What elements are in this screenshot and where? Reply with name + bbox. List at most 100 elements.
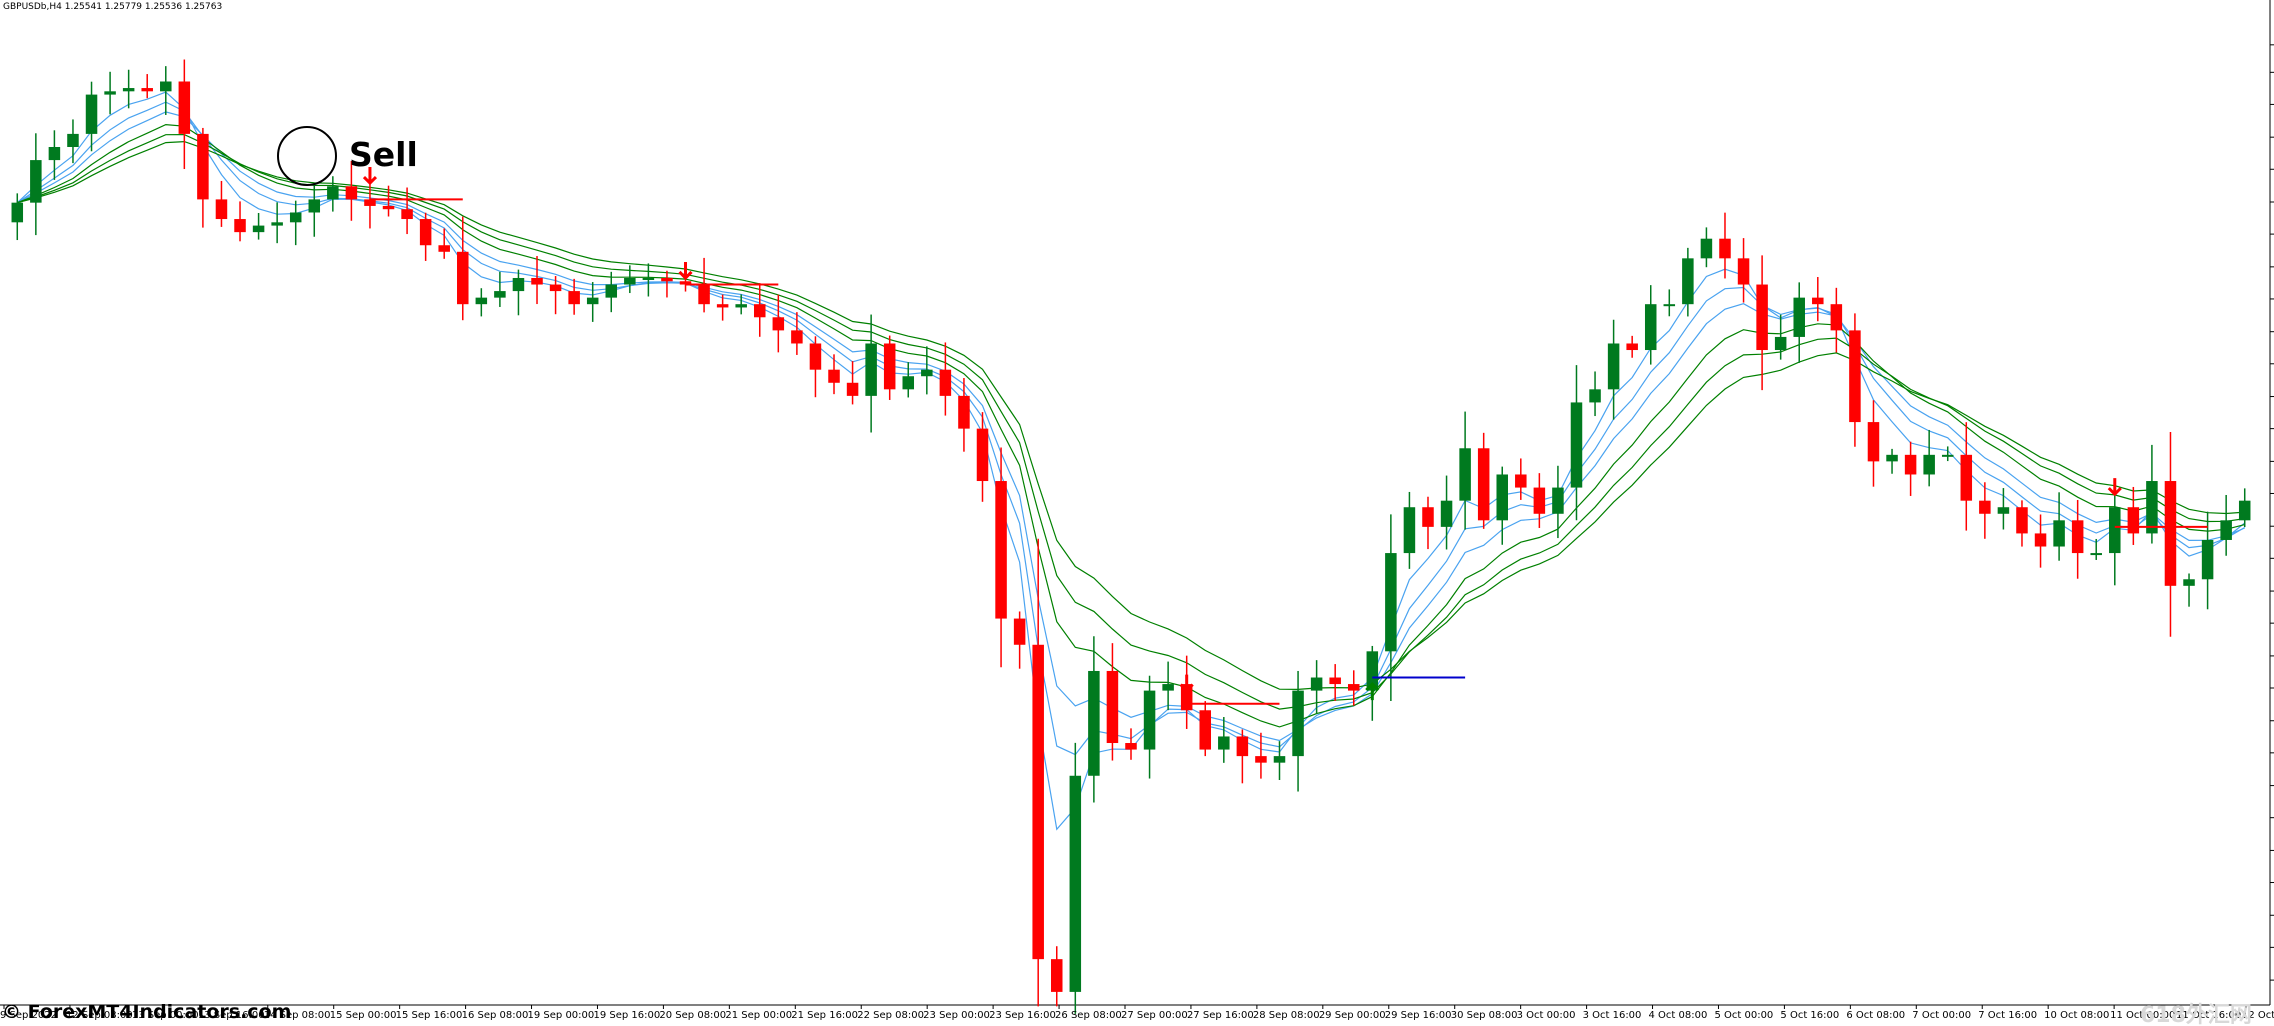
candle-bear [1626,343,1638,351]
candle-bear [661,277,673,282]
x-tick-label: 12 Sep 08:00 [66,1010,133,1021]
x-tick-label: 11 Oct 16:00 [2176,1010,2241,1021]
candle-bull [1310,677,1323,691]
candle-bull [308,199,321,213]
candle-bear [995,481,1007,619]
x-tick-label: 9 Sep 2022 [0,1010,57,1021]
x-tick-label: 27 Sep 16:00 [1187,1010,1254,1021]
x-tick-label: 19 Sep 16:00 [593,1010,660,1021]
plot-area [0,0,2271,1006]
candle-bull [1570,402,1583,488]
candle-bull [327,186,339,200]
candle-bear [791,330,803,344]
x-tick-label: 10 Oct 08:00 [2044,1010,2109,1021]
candle-bull [104,91,116,95]
x-tick-label: 3 Oct 00:00 [1517,1010,1576,1021]
candle-bear [1533,487,1546,514]
x-tick-label: 15 Sep 00:00 [330,1010,397,1021]
candle-bear [1125,743,1137,750]
candle-bear [679,281,692,285]
x-tick-label: 4 Oct 08:00 [1649,1010,1708,1021]
x-tick-label: 28 Sep 08:00 [1253,1010,1320,1021]
candle-bear [457,251,469,305]
signals [362,167,2208,705]
candle-bull [2220,520,2232,540]
x-tick-label: 26 Sep 08:00 [1055,1010,1122,1021]
candle-bull [1644,304,1657,351]
candle-bull [921,369,933,377]
candle-bear [419,219,432,246]
x-tick-label: 14 Sep 08:00 [264,1010,331,1021]
candle-bear [197,133,209,200]
candle-bull [1403,507,1416,554]
candle-bull [605,284,618,298]
corner-watermark: 618外汇网 [2140,1002,2252,1026]
candle-bull [1923,454,1935,475]
candle-bull [2053,520,2065,547]
candle-bull [1218,736,1230,750]
candle-bear [345,186,358,200]
candle-bear [141,88,153,92]
candle-bear [846,382,859,396]
sell-arrow-icon [362,167,378,186]
x-tick-label: 29 Sep 16:00 [1385,1010,1452,1021]
candle-bull [2238,500,2251,521]
candle-bull [475,297,488,305]
candle-bull [289,212,302,223]
candle-bull [2146,481,2158,534]
candle-bull [1793,297,1805,337]
x-tick-label: 21 Sep 00:00 [725,1010,792,1021]
x-tick-label: 15 Sep 16:00 [396,1010,463,1021]
candle-bull [1774,336,1787,351]
candle-bear [1422,507,1434,527]
candle-bear [698,284,710,305]
candle-bear [1050,959,1063,992]
candle-bull [2109,507,2121,554]
candle-bear [382,205,395,210]
candle-bull [1385,553,1397,652]
candle-bear [1013,618,1026,645]
candle-bear [215,199,228,220]
candle-bull [1273,756,1286,763]
candle-bear [2016,507,2028,534]
candle-bull [1607,343,1620,390]
candle-bull [1440,500,1453,527]
x-tick-label: 6 Oct 08:00 [1846,1010,1905,1021]
candle-bear [549,284,562,292]
candle-bear [716,304,729,308]
price-axis: 1.17761.17341.16851.16351.15861.15361.14… [2270,44,2274,981]
x-tick-label: 7 Oct 00:00 [1912,1010,1971,1021]
candle-bear [883,343,896,390]
candle-bull [865,343,877,396]
candle-bear [568,291,580,305]
candle-bear [1904,454,1917,475]
candle-bear [2127,507,2140,534]
x-tick-label: 12 Oct 08:00 [2242,1010,2274,1021]
candle-bull [85,94,98,134]
candle-bear [364,199,376,206]
candle-bull [271,222,283,226]
candle-bull [1162,684,1174,691]
x-tick-label: 11 Oct 00:00 [2110,1010,2175,1021]
candle-bull [160,81,172,92]
x-tick-label: 21 Sep 16:00 [791,1010,858,1021]
candle-bear [1719,238,1731,259]
candles [11,59,2251,1014]
candle-bear [809,343,822,370]
candle-bear [1477,448,1490,521]
x-tick-label: 13 Sep 00:00 [132,1010,199,1021]
candle-bear [1979,500,1991,514]
candle-bull [2090,553,2102,556]
candle-bear [1106,670,1119,744]
candle-bear [754,304,766,318]
symbol-header: GBPUSDb,H4 1.25541 1.25779 1.25536 1.257… [3,2,222,12]
candle-bull [1069,775,1082,992]
x-tick-label: 29 Sep 00:00 [1319,1010,1386,1021]
candle-bear [1032,644,1044,960]
candle-bull [1663,304,1676,307]
candle-bull [1700,238,1713,259]
x-tick-label: 23 Sep 00:00 [923,1010,990,1021]
candle-bull [1088,670,1100,776]
candle-bear [1756,284,1768,351]
